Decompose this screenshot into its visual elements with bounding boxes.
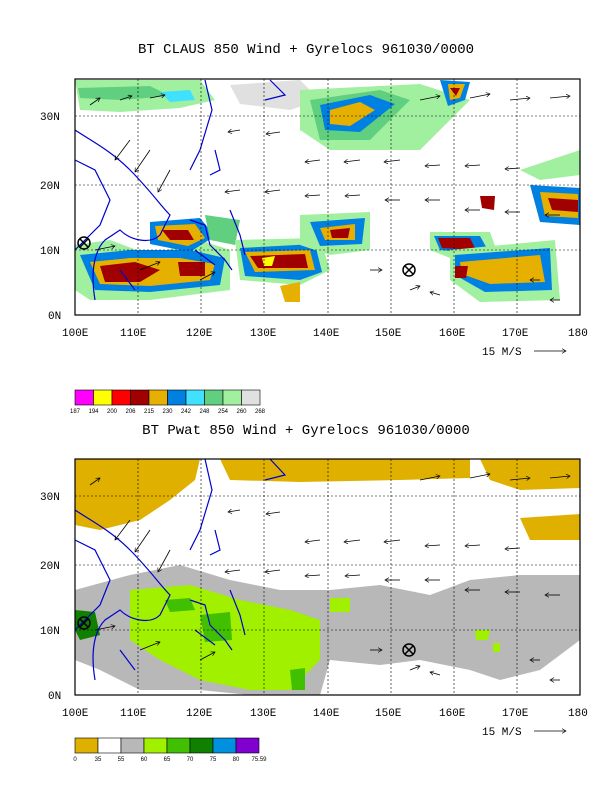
- panel2-xtick: 160E: [439, 708, 466, 720]
- panel2-xtick: 170E: [502, 708, 529, 720]
- panel1-colorbar-label: 200: [107, 409, 118, 415]
- panel2-colorbar-label: 80: [233, 757, 240, 763]
- panel2-plot: [75, 459, 580, 695]
- panel1-xtick: 110E: [120, 328, 147, 340]
- panel2-xtick: 150E: [375, 708, 402, 720]
- panel1-colorbar-swatch: [148, 389, 168, 406]
- panel2-colorbar-swatch: [189, 737, 214, 754]
- panel2-colorbar-swatch: [74, 737, 99, 754]
- panel1-xtick: 170E: [502, 328, 529, 340]
- panel2-coastline: [75, 459, 287, 681]
- panel1-ytick: 0N: [48, 311, 61, 323]
- panel2-gyre-marker-1: [77, 616, 91, 630]
- panel1-ytick: 10N: [40, 246, 60, 258]
- panel2-ytick: 20N: [40, 561, 60, 573]
- panel2-colorbar-swatch: [212, 737, 237, 754]
- panel1-colorbar-swatch: [93, 389, 113, 406]
- panel2-wind-scale-label: 15 M/S: [482, 727, 522, 739]
- panel2-colorbar-label: 55: [118, 757, 125, 763]
- panel2-colorbar-swatch: [120, 737, 145, 754]
- panel1-colorbar-swatch: [167, 389, 187, 406]
- panel1-colorbar-label: 242: [181, 409, 192, 415]
- panel1-ytick: 20N: [40, 181, 60, 193]
- panel1-grid: [75, 79, 580, 315]
- panel1-wind-scale-label: 15 M/S: [482, 347, 522, 359]
- panel1-colorbar-label: 268: [255, 409, 266, 415]
- panel1-colorbar-label: 248: [199, 409, 210, 415]
- panel1-colorbar-swatch: [111, 389, 131, 406]
- panel1-colorbar: 187 194 200 206 215 230 242 248 254 260 268: [70, 389, 266, 415]
- panel1-colorbar-label: 187: [70, 409, 81, 415]
- panel1-x-axis: 100E 110E 120E 130E 140E 150E 160E 170E …: [62, 328, 588, 340]
- panel1-colorbar-swatch: [74, 389, 94, 406]
- panel1-colorbar-label: 260: [236, 409, 247, 415]
- panel1-ytick: 30N: [40, 112, 60, 124]
- panel2-colorbar-label: 70: [187, 757, 194, 763]
- panel1-title: BT CLAUS 850 Wind + Gyrelocs 961030/0000: [137, 42, 475, 58]
- panel2-frame: [74, 458, 581, 696]
- panel1-colorbar-label: 215: [144, 409, 155, 415]
- panel1-frame: [74, 78, 581, 316]
- panel2-colorbar-label: 75.59: [251, 757, 267, 763]
- panel2-wind-vectors: [89, 474, 570, 680]
- panel2-xtick: 130E: [250, 708, 277, 720]
- panel1-gyre-marker-2: [402, 263, 416, 277]
- panel1-colorbar-label: 194: [88, 409, 99, 415]
- panel1-cloud-tropics: [75, 185, 580, 302]
- panel1-y-axis: 30N 20N 10N 0N: [40, 112, 61, 323]
- panel1-colorbar-swatch: [241, 389, 261, 406]
- panel2-ytick: 0N: [48, 691, 61, 703]
- panel2-colorbar-label: 35: [95, 757, 102, 763]
- panel2-title: BT Pwat 850 Wind + Gyrelocs 961030/0000: [142, 423, 470, 439]
- panel2-colorbar-swatch: [97, 737, 122, 754]
- panel1-xtick: 150E: [375, 328, 402, 340]
- panel1-coastline: [75, 79, 287, 301]
- panel2-xtick: 120E: [186, 708, 213, 720]
- panel1-wind-vectors: [89, 94, 570, 300]
- panel2-y-axis: 30N 20N 10N 0N: [40, 492, 61, 703]
- panel1-xtick: 120E: [186, 328, 213, 340]
- panel1-colorbar-label: 206: [125, 409, 136, 415]
- panel2-xtick: 180: [568, 708, 588, 720]
- panel2-colorbar-swatch: [235, 737, 260, 754]
- panel1-colorbar-swatch: [130, 389, 150, 406]
- panel2-grid: [75, 459, 580, 695]
- panel2-gyre-marker-2: [402, 643, 416, 657]
- panel1-colorbar-swatch: [204, 389, 224, 406]
- panel2-ytick: 10N: [40, 626, 60, 638]
- panel1-plot: [75, 79, 580, 315]
- panel2-colorbar-label: 60: [141, 757, 148, 763]
- panel1-xtick: 100E: [62, 328, 89, 340]
- panel2-xtick: 100E: [62, 708, 89, 720]
- panel2-xtick: 140E: [313, 708, 340, 720]
- panel1-xtick: 140E: [313, 328, 340, 340]
- panel2-dry-regions: [75, 459, 580, 540]
- panel1-colorbar-swatch: [185, 389, 205, 406]
- panel2-colorbar-label: 0: [73, 757, 77, 763]
- panel1-xtick: 130E: [250, 328, 277, 340]
- panel2-colorbar-label: 65: [164, 757, 171, 763]
- panel2-colorbar-swatch: [166, 737, 191, 754]
- panel1-xtick: 180: [568, 328, 588, 340]
- panel1-cloud-north: [75, 80, 580, 180]
- panel1-colorbar-swatch: [222, 389, 242, 406]
- panel2-colorbar-swatch: [143, 737, 168, 754]
- panel1-colorbar-label: 230: [162, 409, 173, 415]
- panel2-colorbar: 0 35 55 60 65 70 75 80 75.59: [73, 737, 267, 763]
- panel2-ytick: 30N: [40, 492, 60, 504]
- panel2-colorbar-label: 75: [210, 757, 217, 763]
- panel1-gyre-marker-1: [77, 236, 91, 250]
- panel2-x-axis: 100E 110E 120E 130E 140E 150E 160E 170E …: [62, 708, 588, 720]
- panel1-xtick: 160E: [439, 328, 466, 340]
- panel2-xtick: 110E: [120, 708, 147, 720]
- panel1-colorbar-label: 254: [218, 409, 229, 415]
